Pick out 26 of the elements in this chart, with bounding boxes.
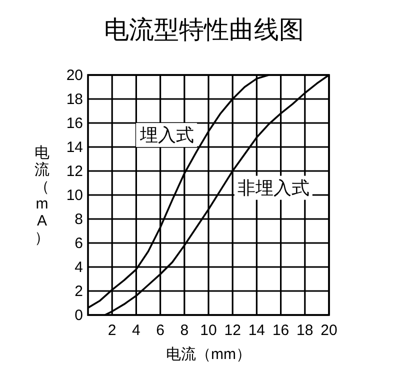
x-tick-label: 20 — [320, 322, 338, 339]
x-tick-label: 8 — [180, 322, 189, 339]
x-tick-label: 18 — [296, 322, 314, 339]
series-label: 埋入式 — [139, 125, 194, 145]
x-tick-label: 10 — [200, 322, 217, 339]
y-tick-label: 12 — [66, 163, 83, 180]
series-label: 非埋入式 — [237, 178, 310, 198]
x-tick-label: 4 — [132, 322, 140, 339]
chart-title: 电流型特性曲线图 — [104, 16, 304, 44]
x-tick-label: 6 — [156, 322, 164, 339]
x-tick-label: 16 — [272, 322, 290, 339]
y-tick-label: 20 — [66, 67, 83, 84]
x-tick-label: 2 — [108, 322, 116, 339]
y-tick-label: 18 — [66, 91, 83, 108]
y-tick-label: 10 — [66, 187, 83, 204]
x-tick-label: 12 — [224, 322, 241, 339]
y-tick-label: 2 — [74, 283, 83, 300]
y-tick-label: 0 — [74, 307, 83, 324]
y-tick-label: 6 — [74, 235, 83, 252]
x-tick-label: 14 — [248, 322, 266, 339]
y-axis-title: 电流（mA） — [34, 144, 50, 246]
x-axis-title: 电流（mm） — [166, 346, 251, 363]
y-tick-label: 4 — [74, 259, 83, 276]
y-tick-label: 8 — [74, 211, 83, 228]
y-tick-label: 14 — [66, 139, 83, 156]
y-tick-label: 16 — [66, 115, 83, 132]
